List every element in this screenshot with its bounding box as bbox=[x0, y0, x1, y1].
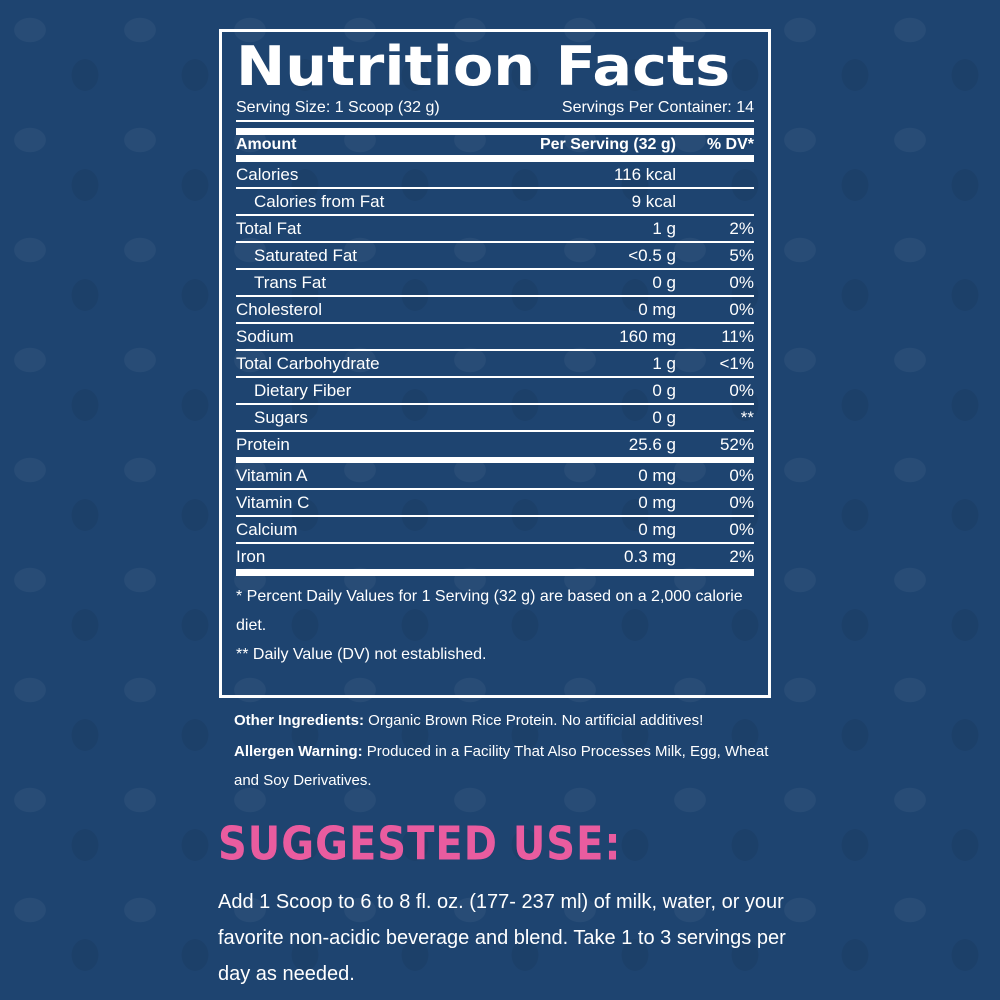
footnotes: * Percent Daily Values for 1 Serving (32… bbox=[236, 576, 754, 669]
nutrient-name: Vitamin C bbox=[236, 492, 310, 512]
table-row: Iron 0.3 mg 2% bbox=[236, 544, 754, 576]
nutrient-name: Dietary Fiber bbox=[254, 380, 352, 400]
table-row: Saturated Fat <0.5 g 5% bbox=[236, 243, 754, 270]
table-row: Trans Fat 0 g 0% bbox=[236, 270, 754, 297]
nutrient-rows: Calories 116 kcal Calories from Fat 9 kcal T… bbox=[236, 162, 754, 576]
nutrient-amount: 0 mg bbox=[638, 465, 676, 485]
table-row: Calories from Fat 9 kcal bbox=[236, 189, 754, 216]
nutrient-amount: 0 g bbox=[652, 407, 676, 427]
table-row: Total Fat 1 g 2% bbox=[236, 216, 754, 243]
nutrient-name: Sugars bbox=[254, 407, 308, 427]
nutrient-name: Iron bbox=[236, 546, 266, 566]
nutrient-name: Trans Fat bbox=[254, 272, 327, 292]
nutrient-amount: 1 g bbox=[652, 218, 676, 238]
nutrient-name: Calories bbox=[236, 164, 299, 184]
nutrient-amount: 0 g bbox=[652, 380, 676, 400]
footnote-dv-not-established: ** Daily Value (DV) not established. bbox=[236, 646, 487, 663]
table-row: Total Carbohydrate 1 g <1% bbox=[236, 351, 754, 378]
nutrient-dv: ** bbox=[740, 407, 754, 427]
header-amount: Amount bbox=[236, 136, 297, 153]
nutrient-name: Saturated Fat bbox=[254, 245, 358, 265]
table-row: Vitamin C 0 mg 0% bbox=[236, 490, 754, 517]
table-row: Protein 25.6 g 52% bbox=[236, 432, 754, 463]
table-row: Calcium 0 mg 0% bbox=[236, 517, 754, 544]
serving-info: Serving Size: 1 Scoop (32 g) Servings Pe… bbox=[236, 98, 754, 122]
table-row: Calories 116 kcal bbox=[236, 162, 754, 189]
allergen-warning-text: Produced in a Facility That Also Process… bbox=[234, 743, 769, 789]
table-row: Vitamin A 0 mg 0% bbox=[236, 463, 754, 490]
nutrient-name: Sodium bbox=[236, 326, 294, 346]
header-dv: % DV* bbox=[706, 136, 754, 153]
table-row: Cholesterol 0 mg 0% bbox=[236, 297, 754, 324]
nutrient-dv: 52% bbox=[719, 434, 754, 454]
nutrient-dv: 0% bbox=[729, 272, 754, 292]
other-ingredients: Other Ingredients: Organic Brown Rice Pr… bbox=[234, 706, 774, 735]
table-header: Amount Per Serving (32 g) % DV* bbox=[236, 128, 754, 162]
footnote-percent-dv: * Percent Daily Values for 1 Serving (32… bbox=[236, 588, 743, 634]
nutrient-name: Calories from Fat bbox=[254, 191, 385, 211]
header-per-serving: Per Serving (32 g) bbox=[539, 136, 676, 153]
nutrient-amount: 25.6 g bbox=[628, 434, 676, 454]
serving-size: Serving Size: 1 Scoop (32 g) bbox=[236, 99, 440, 116]
nutrient-amount: 1 g bbox=[652, 353, 676, 373]
ingredient-notes: Other Ingredients: Organic Brown Rice Pr… bbox=[234, 706, 774, 797]
nutrient-dv: 0% bbox=[729, 519, 754, 539]
nutrient-amount: 9 kcal bbox=[631, 191, 676, 211]
nutrient-dv: <1% bbox=[719, 353, 755, 373]
nutrient-dv: 11% bbox=[721, 326, 754, 346]
nutrient-amount: 0 mg bbox=[638, 519, 676, 539]
nutrient-amount: 0 mg bbox=[638, 492, 676, 512]
nutrient-name: Protein bbox=[236, 434, 290, 454]
nutrient-amount: 160 mg bbox=[619, 326, 676, 346]
nutrient-dv: 0% bbox=[729, 465, 754, 485]
nutrient-name: Total Fat bbox=[236, 218, 302, 238]
suggested-use-title: SUGGESTED USE: bbox=[218, 818, 622, 871]
servings-per-container: Servings Per Container: 14 bbox=[561, 99, 754, 116]
nutrient-amount: 0 g bbox=[652, 272, 676, 292]
suggested-use-text: Add 1 Scoop to 6 to 8 fl. oz. (177- 237 … bbox=[218, 891, 786, 985]
nutrient-amount: <0.5 g bbox=[628, 245, 676, 265]
nutrition-facts-title: Nutrition Facts bbox=[236, 35, 731, 98]
nutrient-dv: 0% bbox=[729, 299, 754, 319]
nutrient-name: Total Carbohydrate bbox=[236, 353, 380, 373]
nutrient-name: Vitamin A bbox=[236, 465, 308, 485]
allergen-warning-label: Allergen Warning: bbox=[234, 743, 363, 760]
nutrient-name: Cholesterol bbox=[236, 299, 322, 319]
nutrient-amount: 0.3 mg bbox=[624, 546, 676, 566]
allergen-warning: Allergen Warning: Produced in a Facility… bbox=[234, 737, 774, 795]
table-row: Sugars 0 g ** bbox=[236, 405, 754, 432]
nutrient-dv: 2% bbox=[729, 218, 754, 238]
nutrient-dv: 0% bbox=[729, 492, 754, 512]
nutrition-facts-panel: Nutrition Facts Serving Size: 1 Scoop (3… bbox=[219, 29, 771, 698]
nutrient-dv: 0% bbox=[729, 380, 754, 400]
table-row: Sodium 160 mg 11% bbox=[236, 324, 754, 351]
nutrient-dv: 5% bbox=[729, 245, 754, 265]
other-ingredients-text: Organic Brown Rice Protein. No artificia… bbox=[364, 712, 704, 729]
nutrient-name: Calcium bbox=[236, 519, 298, 539]
nutrient-amount: 0 mg bbox=[638, 299, 676, 319]
nutrient-amount: 116 kcal bbox=[613, 164, 676, 184]
other-ingredients-label: Other Ingredients: bbox=[234, 712, 365, 729]
nutrient-dv: 2% bbox=[729, 546, 754, 566]
table-row: Dietary Fiber 0 g 0% bbox=[236, 378, 754, 405]
